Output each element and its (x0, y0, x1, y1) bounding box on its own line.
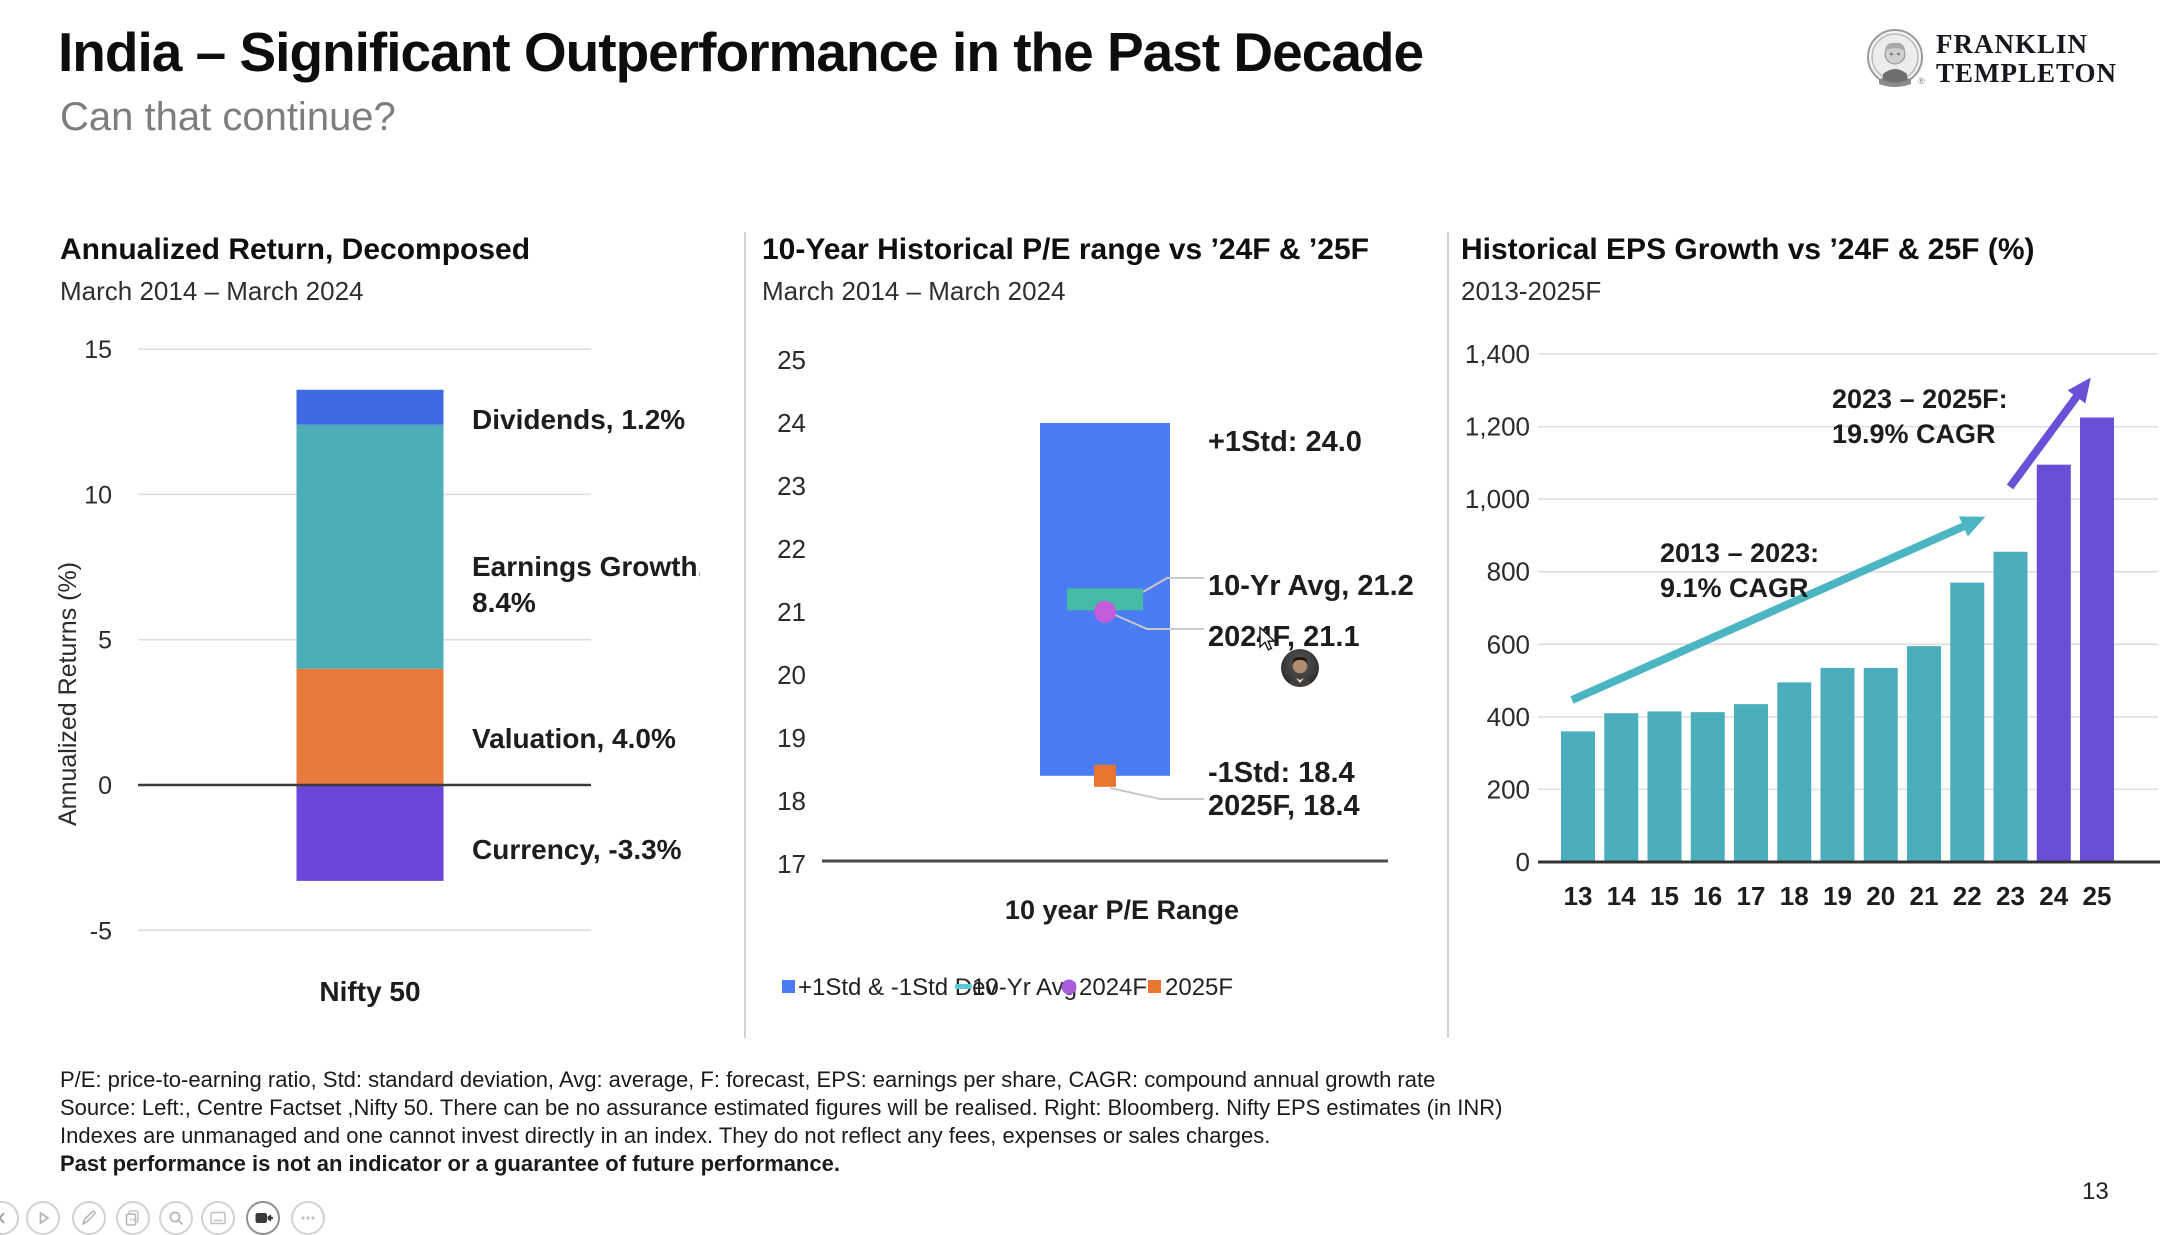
right-chart-title: Historical EPS Growth vs ’24F & 25F (%) (1461, 233, 2035, 266)
disclaimer-line: Indexes are unmanaged and one cannot inv… (60, 1123, 1271, 1148)
toolbar-button-search[interactable] (159, 1201, 193, 1235)
svg-text:0: 0 (1516, 847, 1530, 877)
disclaimer-line-bold: Past performance is not an indicator or … (60, 1151, 840, 1176)
svg-text:22: 22 (777, 534, 806, 564)
svg-text:17: 17 (777, 849, 806, 879)
presenter-portrait-icon (1289, 656, 1311, 687)
panel-icon (210, 1211, 226, 1225)
svg-text:Dividends, 1.2%: Dividends, 1.2% (472, 404, 685, 435)
panel-divider-right (1447, 232, 1449, 1038)
logo-wordmark: FRANKLIN TEMPLETON (1936, 30, 2117, 88)
svg-text:2024F: 2024F (1079, 974, 1147, 1001)
svg-text:2025F, 18.4: 2025F, 18.4 (1208, 790, 1360, 822)
svg-text:19.9% CAGR: 19.9% CAGR (1832, 419, 1996, 449)
svg-text:19: 19 (777, 723, 806, 753)
search-icon (169, 1211, 184, 1226)
svg-text:18: 18 (777, 786, 806, 816)
svg-text:20: 20 (1866, 881, 1895, 911)
play-icon (39, 1211, 50, 1225)
mouse-cursor-icon (1259, 626, 1277, 651)
svg-text:10: 10 (84, 481, 112, 509)
page-title: India – Significant Outperformance in th… (58, 21, 1424, 83)
more-icon (301, 1216, 315, 1220)
disclaimer-line: P/E: price-to-earning ratio, Std: standa… (60, 1067, 1436, 1092)
svg-text:Earnings Growth,: Earnings Growth, (472, 551, 700, 582)
svg-text:9.1% CAGR: 9.1% CAGR (1660, 573, 1809, 603)
svg-text:Annualized Returns (%): Annualized Returns (%) (54, 562, 82, 826)
logo-line-templeton: TEMPLETON (1936, 58, 2118, 88)
svg-text:10 year P/E Range: 10 year P/E Range (1005, 895, 1239, 925)
svg-text:14: 14 (1607, 881, 1636, 911)
svg-text:18: 18 (1780, 881, 1809, 911)
svg-text:24: 24 (777, 408, 806, 438)
svg-text:10-Yr Avg: 10-Yr Avg (972, 974, 1077, 1001)
svg-text:22: 22 (1953, 881, 1982, 911)
page-subtitle: Can that continue? (60, 95, 396, 139)
pencil-icon (81, 1210, 96, 1226)
left-chart-title: Annualized Return, Decomposed (60, 233, 531, 266)
franklin-templeton-logo: ® FRANKLIN TEMPLETON (1866, 28, 2117, 90)
copy-icon (125, 1210, 139, 1226)
disclaimer-block: P/E: price-to-earning ratio, Std: standa… (60, 1066, 1502, 1178)
camera-icon (255, 1213, 273, 1223)
svg-text:24: 24 (2039, 881, 2068, 911)
svg-text:25: 25 (2083, 881, 2112, 911)
middle-chart-title: 10-Year Historical P/E range vs ’24F & ’… (762, 233, 1369, 266)
svg-text:600: 600 (1487, 629, 1530, 659)
svg-text:-5: -5 (90, 917, 112, 945)
svg-text:200: 200 (1487, 774, 1530, 804)
svg-text:23: 23 (1996, 881, 2025, 911)
toolbar-button-copy[interactable] (116, 1201, 150, 1235)
svg-text:400: 400 (1487, 702, 1530, 732)
svg-text:10-Yr Avg, 21.2: 10-Yr Avg, 21.2 (1208, 570, 1414, 602)
svg-text:23: 23 (777, 471, 806, 501)
page-number: 13 (2082, 1178, 2109, 1205)
svg-text:16: 16 (1693, 881, 1722, 911)
svg-text:21: 21 (1910, 881, 1939, 911)
svg-text:25: 25 (777, 345, 806, 375)
svg-text:Valuation, 4.0%: Valuation, 4.0% (472, 723, 676, 754)
svg-text:Currency, -3.3%: Currency, -3.3% (472, 834, 682, 865)
right-chart-subtitle: 2013-2025F (1461, 276, 1602, 306)
svg-text:20: 20 (777, 660, 806, 690)
registered-mark: ® (1918, 76, 1925, 86)
svg-text:0: 0 (98, 772, 112, 800)
svg-text:800: 800 (1487, 557, 1530, 587)
eps-growth-chart: 1,400 1,200 1,000 800 600 400 200 0 13 14 15 16 17 18… (1465, 339, 2160, 911)
left-chart-subtitle: March 2014 – March 2024 (60, 276, 364, 306)
svg-text:15: 15 (1650, 881, 1679, 911)
disclaimer-line: Source: Left:, Centre Factset ,Nifty 50.… (60, 1095, 1503, 1120)
svg-text:21: 21 (777, 597, 806, 627)
svg-text:13: 13 (1564, 881, 1593, 911)
svg-text:2013 – 2023:: 2013 – 2023: (1660, 538, 1819, 568)
svg-text:-1Std: 18.4: -1Std: 18.4 (1208, 757, 1355, 789)
svg-text:2025F: 2025F (1165, 974, 1233, 1001)
svg-text:5: 5 (98, 627, 112, 655)
webcam-avatar[interactable] (1281, 649, 1319, 687)
svg-text:15: 15 (84, 336, 112, 364)
svg-text:17: 17 (1737, 881, 1766, 911)
pe-range-chart: 25 24 23 22 21 20 19 18 17 +1Std: 24.0 10-Yr Avg, … (777, 345, 1414, 1001)
svg-text:19: 19 (1823, 881, 1852, 911)
franklin-medallion-icon: ® (1867, 29, 1925, 87)
svg-text:2023 – 2025F:: 2023 – 2025F: (1832, 384, 2008, 414)
logo-line-franklin: FRANKLIN (1936, 29, 2089, 59)
back-icon (0, 1212, 5, 1224)
svg-text:1,000: 1,000 (1465, 484, 1530, 514)
svg-text:2024F, 21.1: 2024F, 21.1 (1208, 621, 1360, 653)
panel-divider-left (744, 232, 746, 1038)
svg-text:1,400: 1,400 (1465, 339, 1530, 369)
svg-text:1,200: 1,200 (1465, 412, 1530, 442)
toolbar-button-back[interactable] (0, 1201, 19, 1235)
svg-text:Nifty 50: Nifty 50 (319, 976, 420, 1007)
svg-text:8.4%: 8.4% (472, 587, 536, 618)
svg-text:+1Std: 24.0: +1Std: 24.0 (1208, 426, 1362, 458)
middle-chart-subtitle: March 2014 – March 2024 (762, 276, 1066, 306)
annualized-return-chart: 15 10 5 0 -5 Currency, -3.3% Valuation, 4.0% Ea… (54, 336, 700, 1007)
